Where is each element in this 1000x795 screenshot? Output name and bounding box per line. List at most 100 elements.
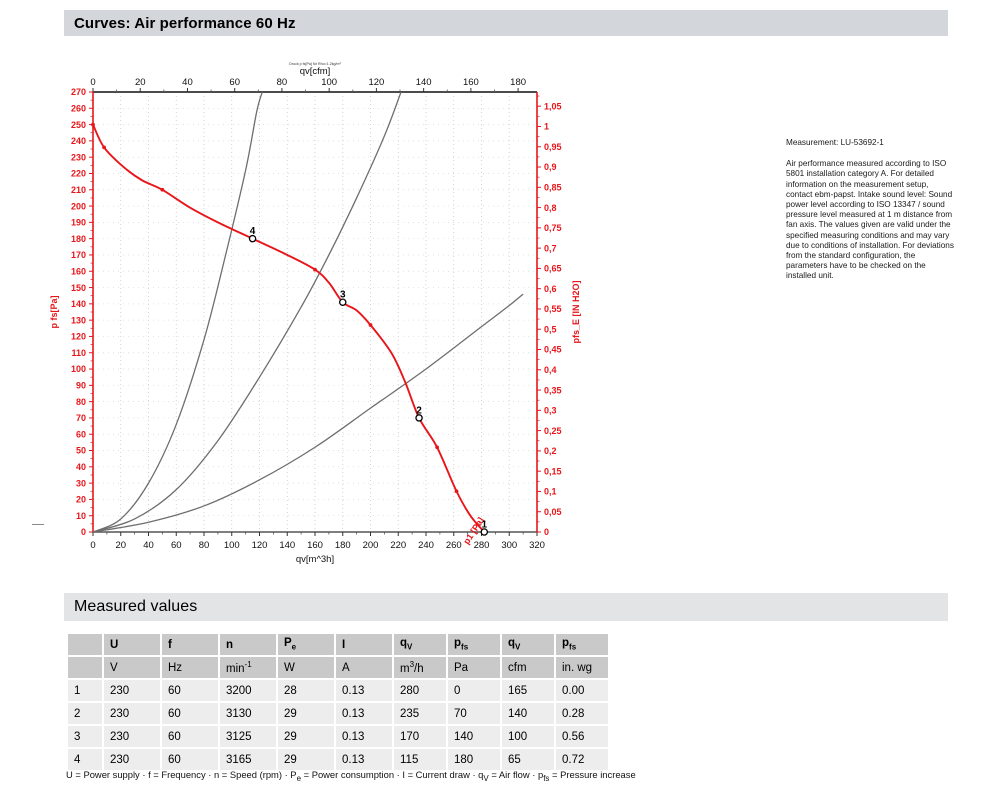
table-cell-pfs_pa: 70 bbox=[448, 703, 500, 724]
table-unit-cell-4: W bbox=[278, 657, 334, 678]
ytick-label-left: 180 bbox=[71, 234, 86, 244]
table-unit-cell-3: min-1 bbox=[220, 657, 276, 678]
table-body: 1 230 60 3200 28 0.13 280 0 165 0.00 2 230 60 3130 29 0… bbox=[68, 680, 608, 770]
table-unit-cell-9: in. wg bbox=[556, 657, 608, 678]
ytick-label-right: 0,4 bbox=[544, 365, 557, 375]
xtick-label-bottom: 220 bbox=[390, 540, 406, 551]
operating-point-label: 4 bbox=[250, 226, 256, 237]
ytick-label-right: 0 bbox=[544, 527, 549, 537]
ytick-label-right: 0,75 bbox=[544, 223, 562, 233]
xtick-label-bottom: 160 bbox=[307, 540, 323, 551]
xtick-label-top: 0 bbox=[90, 77, 95, 88]
table-cell-no: 2 bbox=[68, 703, 102, 724]
measurement-id: Measurement: LU-53692-1 bbox=[786, 138, 884, 147]
curve-data-marker bbox=[91, 122, 95, 127]
ytick-label-left: 190 bbox=[71, 218, 86, 228]
ytick-label-left: 140 bbox=[71, 299, 86, 309]
ytick-label-right: 0,1 bbox=[544, 487, 557, 497]
xtick-label-bottom: 80 bbox=[199, 540, 210, 551]
axis-label-bottom: qv[m^3h] bbox=[296, 554, 334, 565]
ytick-label-right: 0,85 bbox=[544, 182, 562, 192]
curve-data-marker bbox=[160, 187, 165, 192]
table-footnote: U = Power supply · f = Frequency · n = S… bbox=[66, 769, 636, 783]
table-cell-U: 230 bbox=[104, 749, 160, 770]
table-cell-pfs_pa: 180 bbox=[448, 749, 500, 770]
xtick-label-bottom: 280 bbox=[474, 540, 490, 551]
curve-data-marker bbox=[102, 145, 106, 150]
operating-point-marker bbox=[338, 298, 347, 306]
table-cell-I: 0.13 bbox=[336, 703, 392, 724]
axis-label-top: qv[cfm] bbox=[300, 66, 331, 77]
ytick-label-right: 0,9 bbox=[544, 162, 557, 172]
ytick-label-right: 0,8 bbox=[544, 203, 557, 213]
table-cell-n: 3165 bbox=[220, 749, 276, 770]
xtick-label-top: 60 bbox=[229, 77, 240, 88]
ytick-label-left: 10 bbox=[76, 511, 86, 521]
table-cell-pfs_inwg: 0.00 bbox=[556, 680, 608, 701]
table-cell-n: 3125 bbox=[220, 726, 276, 747]
xtick-label-top: 140 bbox=[416, 77, 432, 88]
ytick-label-left: 120 bbox=[71, 332, 86, 342]
ytick-label-right: 0,55 bbox=[544, 304, 562, 314]
axis-label-right: pfs_E [IN H2O] bbox=[571, 280, 581, 343]
ytick-label-right: 0,95 bbox=[544, 142, 562, 152]
ytick-label-left: 90 bbox=[76, 381, 86, 391]
axis-label-left: p fs[Pa] bbox=[49, 295, 59, 328]
ytick-label-left: 70 bbox=[76, 413, 86, 423]
xtick-label-bottom: 120 bbox=[252, 540, 268, 551]
ytick-label-right: 0,7 bbox=[544, 243, 557, 253]
xtick-label-top: 40 bbox=[182, 77, 193, 88]
table-cell-n: 3200 bbox=[220, 680, 276, 701]
ytick-label-left: 150 bbox=[71, 283, 86, 293]
table-unit-cell-7: Pa bbox=[448, 657, 500, 678]
ytick-label-left: 110 bbox=[71, 348, 86, 358]
operating-point-marker bbox=[248, 234, 257, 243]
table-cell-f: 60 bbox=[162, 703, 218, 724]
table-row: 4 230 60 3165 29 0.13 115 180 65 0.72 bbox=[68, 749, 608, 770]
axis-top-ticks: 0 20 40 60 80 100 120 140 160 180 bbox=[90, 77, 526, 92]
ytick-label-right: 0,25 bbox=[544, 426, 562, 436]
air-performance-curve bbox=[93, 124, 485, 532]
table-cell-qv_cfm: 140 bbox=[502, 703, 554, 724]
table-header-cell-8: qV bbox=[502, 634, 554, 655]
system-curve-shallow bbox=[93, 293, 524, 532]
xtick-label-bottom: 0 bbox=[90, 540, 95, 551]
xtick-label-top: 120 bbox=[368, 77, 384, 88]
table-cell-qv_m3h: 280 bbox=[394, 680, 446, 701]
xtick-label-bottom: 100 bbox=[224, 540, 240, 551]
page-edge-mark bbox=[32, 524, 44, 525]
ytick-label-left: 50 bbox=[76, 446, 86, 456]
table-row: 3 230 60 3125 29 0.13 170 140 100 0.56 bbox=[68, 726, 608, 747]
table-header-cell-3: n bbox=[220, 634, 276, 655]
table-cell-f: 60 bbox=[162, 726, 218, 747]
xtick-label-bottom: 180 bbox=[335, 540, 351, 551]
table-cell-qv_cfm: 100 bbox=[502, 726, 554, 747]
axis-note-top: Druck p fs[Pa] für Rho=1.2kg/m³ bbox=[289, 62, 341, 66]
table-header-cell-6: qV bbox=[394, 634, 446, 655]
xtick-label-bottom: 60 bbox=[171, 540, 182, 551]
measurement-description: Air performance measured according to IS… bbox=[786, 159, 954, 281]
curve-data-marker bbox=[313, 267, 317, 272]
operating-point-3: 3 bbox=[338, 290, 347, 306]
table-cell-I: 0.13 bbox=[336, 680, 392, 701]
table-unit-cell-6: m3/h bbox=[394, 657, 446, 678]
ytick-label-left: 40 bbox=[76, 462, 86, 472]
table-cell-f: 60 bbox=[162, 749, 218, 770]
ytick-label-left: 210 bbox=[71, 185, 86, 195]
table-cell-Pe: 29 bbox=[278, 749, 334, 770]
table-cell-no: 1 bbox=[68, 680, 102, 701]
measured-values-section-bar: Measured values bbox=[64, 593, 948, 621]
xtick-label-top: 20 bbox=[135, 77, 146, 88]
table-cell-pfs_pa: 0 bbox=[448, 680, 500, 701]
table-unit-cell-8: cfm bbox=[502, 657, 554, 678]
ytick-label-right: 0,5 bbox=[544, 324, 557, 334]
ytick-label-left: 30 bbox=[76, 478, 86, 488]
measured-values-title: Measured values bbox=[74, 598, 198, 615]
ytick-label-right: 1,05 bbox=[544, 101, 562, 111]
table-cell-U: 230 bbox=[104, 726, 160, 747]
table-cell-qv_cfm: 65 bbox=[502, 749, 554, 770]
ytick-label-right: 0,65 bbox=[544, 264, 562, 274]
operating-point-2: 2 bbox=[415, 405, 423, 422]
